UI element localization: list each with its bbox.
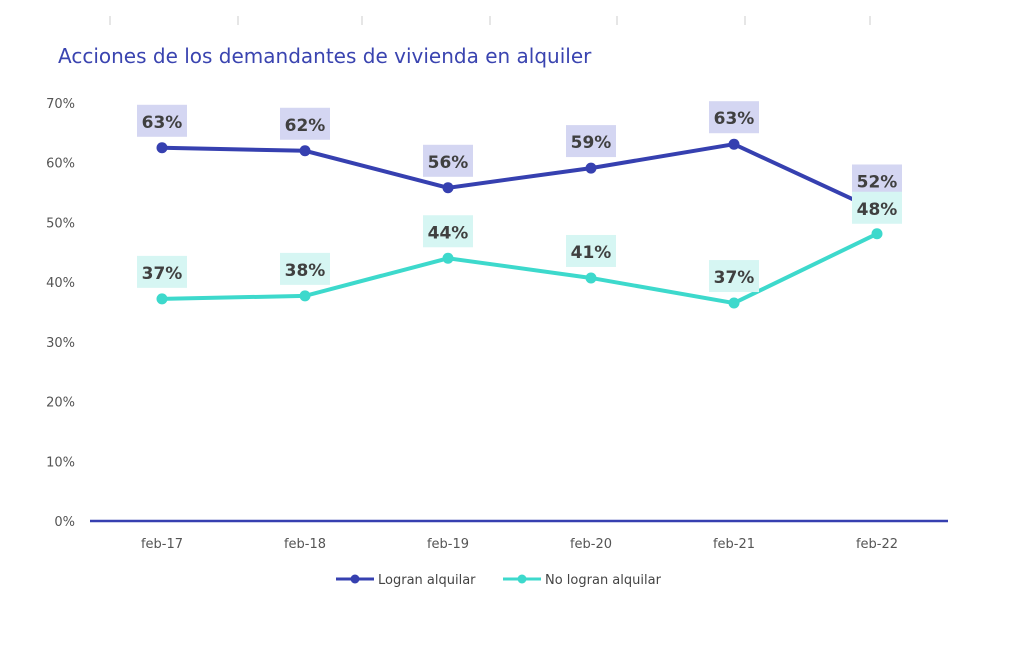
- legend-label: Logran alquilar: [378, 573, 476, 588]
- data-label-bg: [423, 144, 473, 177]
- data-point: [871, 228, 883, 240]
- data-point: [156, 142, 168, 154]
- y-tick-label: 40%: [46, 276, 75, 291]
- data-point: [728, 138, 740, 150]
- y-tick-label: 0%: [54, 515, 75, 530]
- series-group: 63% 62% 56% 59% 63% 52% 37% 38% 44% 41% 37% 48%: [137, 101, 902, 309]
- series-1: [156, 228, 883, 309]
- data-label: 41%: [571, 243, 612, 263]
- x-tick-label: feb-19: [427, 537, 469, 552]
- data-label-bg: [566, 234, 616, 267]
- data-point: [728, 297, 740, 309]
- data-label-bg: [137, 104, 187, 137]
- data-label-bg: [280, 107, 330, 140]
- chart-title: Acciones de los demandantes de vivienda …: [58, 44, 592, 68]
- legend-marker: [517, 574, 527, 584]
- series-0: [156, 138, 883, 216]
- legend-label: No logran alquilar: [545, 573, 662, 588]
- data-label: 63%: [142, 113, 183, 133]
- data-point: [442, 252, 454, 264]
- data-label: 52%: [857, 172, 898, 192]
- y-tick-label: 20%: [46, 396, 75, 411]
- x-axis: feb-17 feb-18 feb-19 feb-20 feb-21 feb-22: [141, 537, 898, 552]
- data-point: [585, 272, 597, 284]
- data-label: 44%: [428, 223, 469, 243]
- x-tick-label: feb-21: [713, 537, 755, 552]
- data-point: [585, 162, 597, 174]
- series-line: [161, 231, 878, 306]
- data-label: 37%: [714, 268, 755, 288]
- data-label: 59%: [571, 133, 612, 153]
- data-label-bg: [852, 164, 902, 197]
- data-point: [156, 293, 168, 305]
- data-label-bg: [709, 260, 759, 293]
- data-label: 38%: [285, 261, 326, 281]
- top-tick-marks: [109, 16, 871, 25]
- y-tick-label: 10%: [46, 455, 75, 470]
- data-label: 56%: [428, 153, 469, 173]
- y-tick-label: 30%: [46, 336, 75, 351]
- x-tick-label: feb-18: [284, 537, 326, 552]
- y-tick-label: 70%: [46, 97, 75, 112]
- legend: Logran alquilar No logran alquilar: [336, 573, 662, 588]
- data-label-bg: [709, 101, 759, 134]
- data-label-bg: [852, 191, 902, 224]
- data-point: [442, 182, 454, 194]
- data-label: 63%: [714, 109, 755, 129]
- data-point: [299, 290, 311, 302]
- data-labels-0: 63% 62% 56% 59% 63% 52%: [137, 101, 902, 197]
- data-point: [299, 145, 311, 157]
- data-label: 48%: [857, 200, 898, 220]
- data-label-bg: [566, 125, 616, 158]
- data-label-bg: [280, 252, 330, 285]
- legend-marker: [350, 574, 360, 584]
- data-label-bg: [137, 255, 187, 288]
- x-tick-label: feb-17: [141, 537, 183, 552]
- x-tick-label: feb-22: [856, 537, 898, 552]
- data-label: 37%: [142, 264, 183, 284]
- y-tick-label: 60%: [46, 157, 75, 172]
- data-label-bg: [423, 215, 473, 248]
- data-label: 62%: [285, 116, 326, 136]
- x-tick-label: feb-20: [570, 537, 612, 552]
- y-tick-label: 50%: [46, 216, 75, 231]
- data-labels-1: 37% 38% 44% 41% 37% 48%: [137, 191, 902, 293]
- series-line: [161, 142, 878, 213]
- y-axis: 0% 10% 20% 30% 40% 50% 60% 70%: [46, 97, 75, 530]
